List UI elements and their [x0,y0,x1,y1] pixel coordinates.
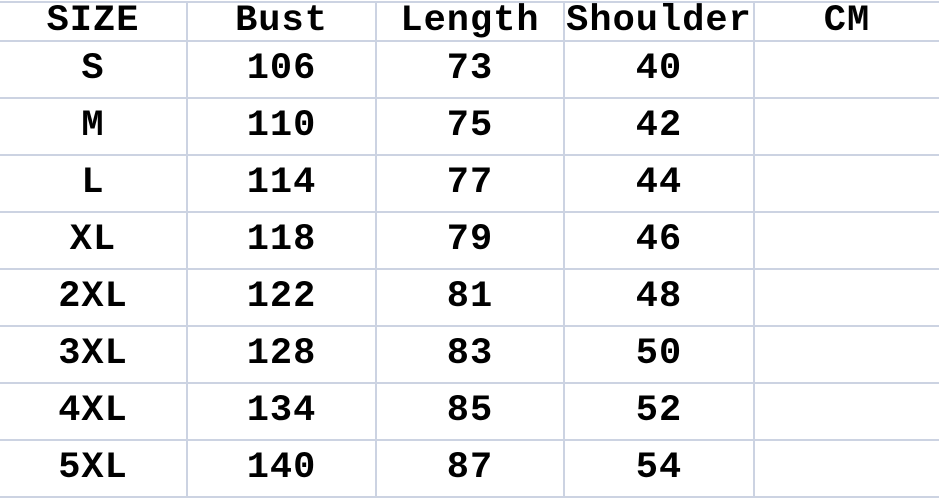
table-row-2xl: 2XL 122 81 48 [0,268,939,327]
cell-bust: 114 [186,154,377,213]
table-row-l: L 114 77 44 [0,154,939,213]
column-header-length: Length [375,1,565,42]
cell-bust: 118 [186,211,377,270]
size-chart-header: SIZE Bust Length Shoulder CM [0,1,939,42]
cell-bust: 110 [186,97,377,156]
cell-length: 81 [375,268,565,327]
cell-size: 4XL [0,382,188,441]
cell-bust: 140 [186,439,377,498]
cell-size: M [0,97,188,156]
cell-cm-empty [753,40,939,99]
cell-shoulder: 48 [563,268,755,327]
column-header-cm: CM [753,1,939,42]
table-row-5xl: 5XL 140 87 54 [0,439,939,498]
cell-cm-empty [753,439,939,498]
cell-bust: 134 [186,382,377,441]
cell-size: S [0,40,188,99]
table-row-xl: XL 118 79 46 [0,211,939,270]
table-row-3xl: 3XL 128 83 50 [0,325,939,384]
cell-shoulder: 42 [563,97,755,156]
cell-length: 79 [375,211,565,270]
size-chart-body: S 106 73 40 M 110 75 42 L 114 77 44 XL 1… [0,40,939,498]
cell-size: 5XL [0,439,188,498]
cell-length: 87 [375,439,565,498]
cell-bust: 122 [186,268,377,327]
cell-size: XL [0,211,188,270]
cell-cm-empty [753,97,939,156]
cell-length: 75 [375,97,565,156]
cell-cm-empty [753,154,939,213]
cell-cm-empty [753,211,939,270]
table-row-m: M 110 75 42 [0,97,939,156]
cell-cm-empty [753,325,939,384]
column-header-size: SIZE [0,1,188,42]
cell-size: 3XL [0,325,188,384]
cell-length: 77 [375,154,565,213]
cell-shoulder: 50 [563,325,755,384]
header-row: SIZE Bust Length Shoulder CM [0,1,939,42]
cell-shoulder: 52 [563,382,755,441]
cell-length: 83 [375,325,565,384]
cell-shoulder: 40 [563,40,755,99]
table-row-4xl: 4XL 134 85 52 [0,382,939,441]
cell-size: 2XL [0,268,188,327]
cell-length: 73 [375,40,565,99]
cell-size: L [0,154,188,213]
cell-bust: 128 [186,325,377,384]
cell-shoulder: 44 [563,154,755,213]
cell-bust: 106 [186,40,377,99]
column-header-shoulder: Shoulder [563,1,755,42]
cell-shoulder: 54 [563,439,755,498]
cell-cm-empty [753,382,939,441]
cell-shoulder: 46 [563,211,755,270]
table-row-s: S 106 73 40 [0,40,939,99]
cell-cm-empty [753,268,939,327]
cell-length: 85 [375,382,565,441]
column-header-bust: Bust [186,1,377,42]
